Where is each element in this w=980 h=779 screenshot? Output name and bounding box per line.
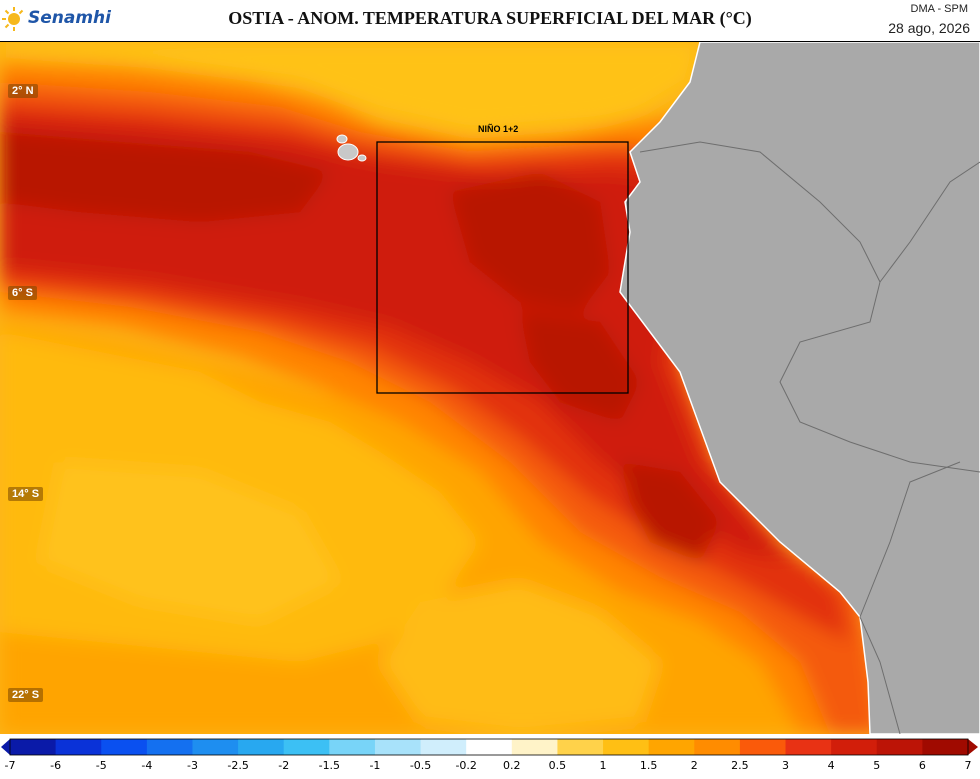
colorbar-segment (283, 739, 330, 755)
source-label: DMA - SPM (910, 3, 968, 15)
lat-label-6s: 6° S (8, 286, 37, 300)
header: Senamhi OSTIA - ANOM. TEMPERATURA SUPERF… (0, 0, 980, 40)
colorbar-tick-label: -0.2 (455, 759, 476, 772)
nino-region-box (376, 141, 629, 394)
colorbar-segment (420, 739, 467, 755)
colorbar-segment (694, 739, 741, 755)
colorbar-segment (603, 739, 650, 755)
anomaly-map: 2° N 6° S 14° S 22° S NIÑO 1+2 (0, 41, 980, 734)
colorbar-tick-label: -1 (369, 759, 380, 772)
colorbar-segment (101, 739, 148, 755)
colorbar-tick-label: -7 (5, 759, 16, 772)
colorbar-segment (511, 739, 558, 755)
colorbar-segment (831, 739, 878, 755)
date-label: 28 ago, 2026 (888, 20, 970, 36)
colorbar-tick-label: 7 (965, 759, 972, 772)
colorbar-segment (466, 739, 513, 755)
colorbar-tick-label: 1.5 (640, 759, 658, 772)
map-title: OSTIA - ANOM. TEMPERATURA SUPERFICIAL DE… (228, 8, 752, 28)
colorbar-tick-label: -4 (141, 759, 152, 772)
colorbar-tick-label: 1 (600, 759, 607, 772)
colorbar-tick-label: 2 (691, 759, 698, 772)
sun-icon (2, 7, 24, 31)
colorbar-tick-label: -0.5 (410, 759, 431, 772)
colorbar: -7 -6 -5 -4 -3 -2.5 -2 -1.5 -1 -0.5 -0.2 0.2 0.5 1 1.5… (0, 737, 980, 774)
lat-label-22s: 22° S (8, 688, 44, 702)
colorbar-tick-label: -1.5 (319, 759, 340, 772)
country-borders (639, 141, 980, 734)
colorbar-segment (922, 739, 969, 755)
colorbar-tick-label: 0.2 (503, 759, 521, 772)
galapagos-islands (336, 134, 367, 162)
colorbar-svg: -7 -6 -5 -4 -3 -2.5 -2 -1.5 -1 -0.5 -0.2 0.2 0.5 1 1.5… (1, 738, 978, 772)
senamhi-logo: Senamhi (2, 2, 111, 36)
logo-text: Senamhi (28, 8, 111, 28)
colorbar-tick-label: 0.5 (549, 759, 567, 772)
colorbar-tick-label: 2.5 (731, 759, 749, 772)
colorbar-tick-label: -5 (96, 759, 107, 772)
colorbar-segment (785, 739, 832, 755)
colorbar-segment (10, 739, 57, 755)
colorbar-tick-label: 6 (919, 759, 926, 772)
colorbar-segment (648, 739, 695, 755)
colorbar-segment (739, 739, 787, 755)
colorbar-segment (146, 739, 193, 755)
colorbar-tick-label: -2.5 (227, 759, 248, 772)
colorbar-segment (55, 739, 102, 755)
colorbar-tick-label: 5 (873, 759, 880, 772)
nino-region-label: NIÑO 1+2 (478, 124, 519, 134)
colorbar-tick-label: 4 (828, 759, 835, 772)
map-canvas (0, 42, 980, 734)
colorbar-tick-label: -6 (50, 759, 61, 772)
colorbar-tick-label: 3 (782, 759, 789, 772)
colorbar-segment (374, 739, 422, 755)
colorbar-tick-label: -3 (187, 759, 198, 772)
colorbar-outline (9, 738, 969, 756)
lat-label-2n: 2° N (8, 84, 38, 98)
colorbar-segment (876, 739, 923, 755)
land-mass (619, 42, 980, 734)
colorbar-segment (192, 739, 239, 755)
colorbar-low-arrow (1, 739, 10, 755)
colorbar-segment (329, 739, 376, 755)
colorbar-segment (238, 739, 285, 755)
lat-label-14s: 14° S (8, 487, 44, 501)
colorbar-tick-label: -2 (278, 759, 289, 772)
colorbar-high-arrow (968, 739, 978, 755)
colorbar-segment (557, 739, 604, 755)
